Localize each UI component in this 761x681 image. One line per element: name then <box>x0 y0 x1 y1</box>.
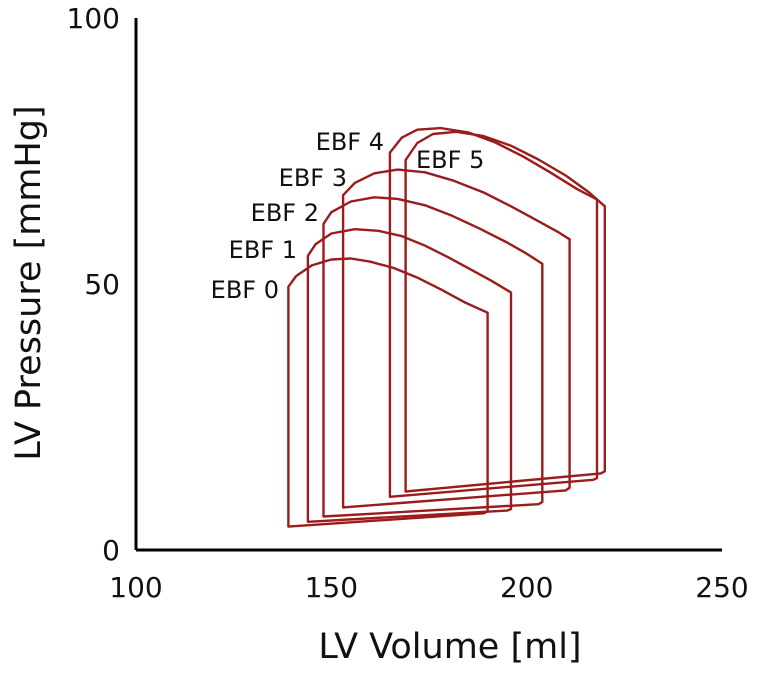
series-label-ebf-1: EBF 1 <box>229 236 297 264</box>
series-line-ebf-1 <box>306 228 513 523</box>
y-tick-label: 50 <box>84 268 120 301</box>
series-line-ebf-5 <box>404 130 606 493</box>
series-label-ebf-2: EBF 2 <box>251 199 319 227</box>
x-axis-title: LV Volume [ml] <box>318 627 581 667</box>
y-tick-label: 100 <box>67 2 120 35</box>
x-tick-label: 150 <box>305 571 358 604</box>
series-line-ebf-3 <box>341 168 571 509</box>
series-line-ebf-2 <box>322 196 544 518</box>
x-tick-label: 250 <box>695 571 748 604</box>
x-tick-label: 100 <box>109 571 162 604</box>
y-tick-label: 0 <box>102 534 120 567</box>
x-tick-label: 200 <box>500 571 553 604</box>
series-line-ebf-4 <box>388 126 599 498</box>
series-label-ebf-0: EBF 0 <box>211 276 279 304</box>
series-label-ebf-4: EBF 4 <box>316 128 384 156</box>
series-label-ebf-5: EBF 5 <box>416 146 484 174</box>
series-label-ebf-3: EBF 3 <box>279 164 347 192</box>
y-axis-title: LV Pressure [mmHg] <box>9 105 49 460</box>
